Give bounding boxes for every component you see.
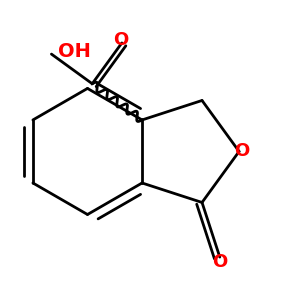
Text: O: O [234, 142, 250, 160]
Text: OH: OH [58, 42, 91, 61]
Text: O: O [212, 253, 227, 271]
Text: O: O [113, 31, 128, 49]
